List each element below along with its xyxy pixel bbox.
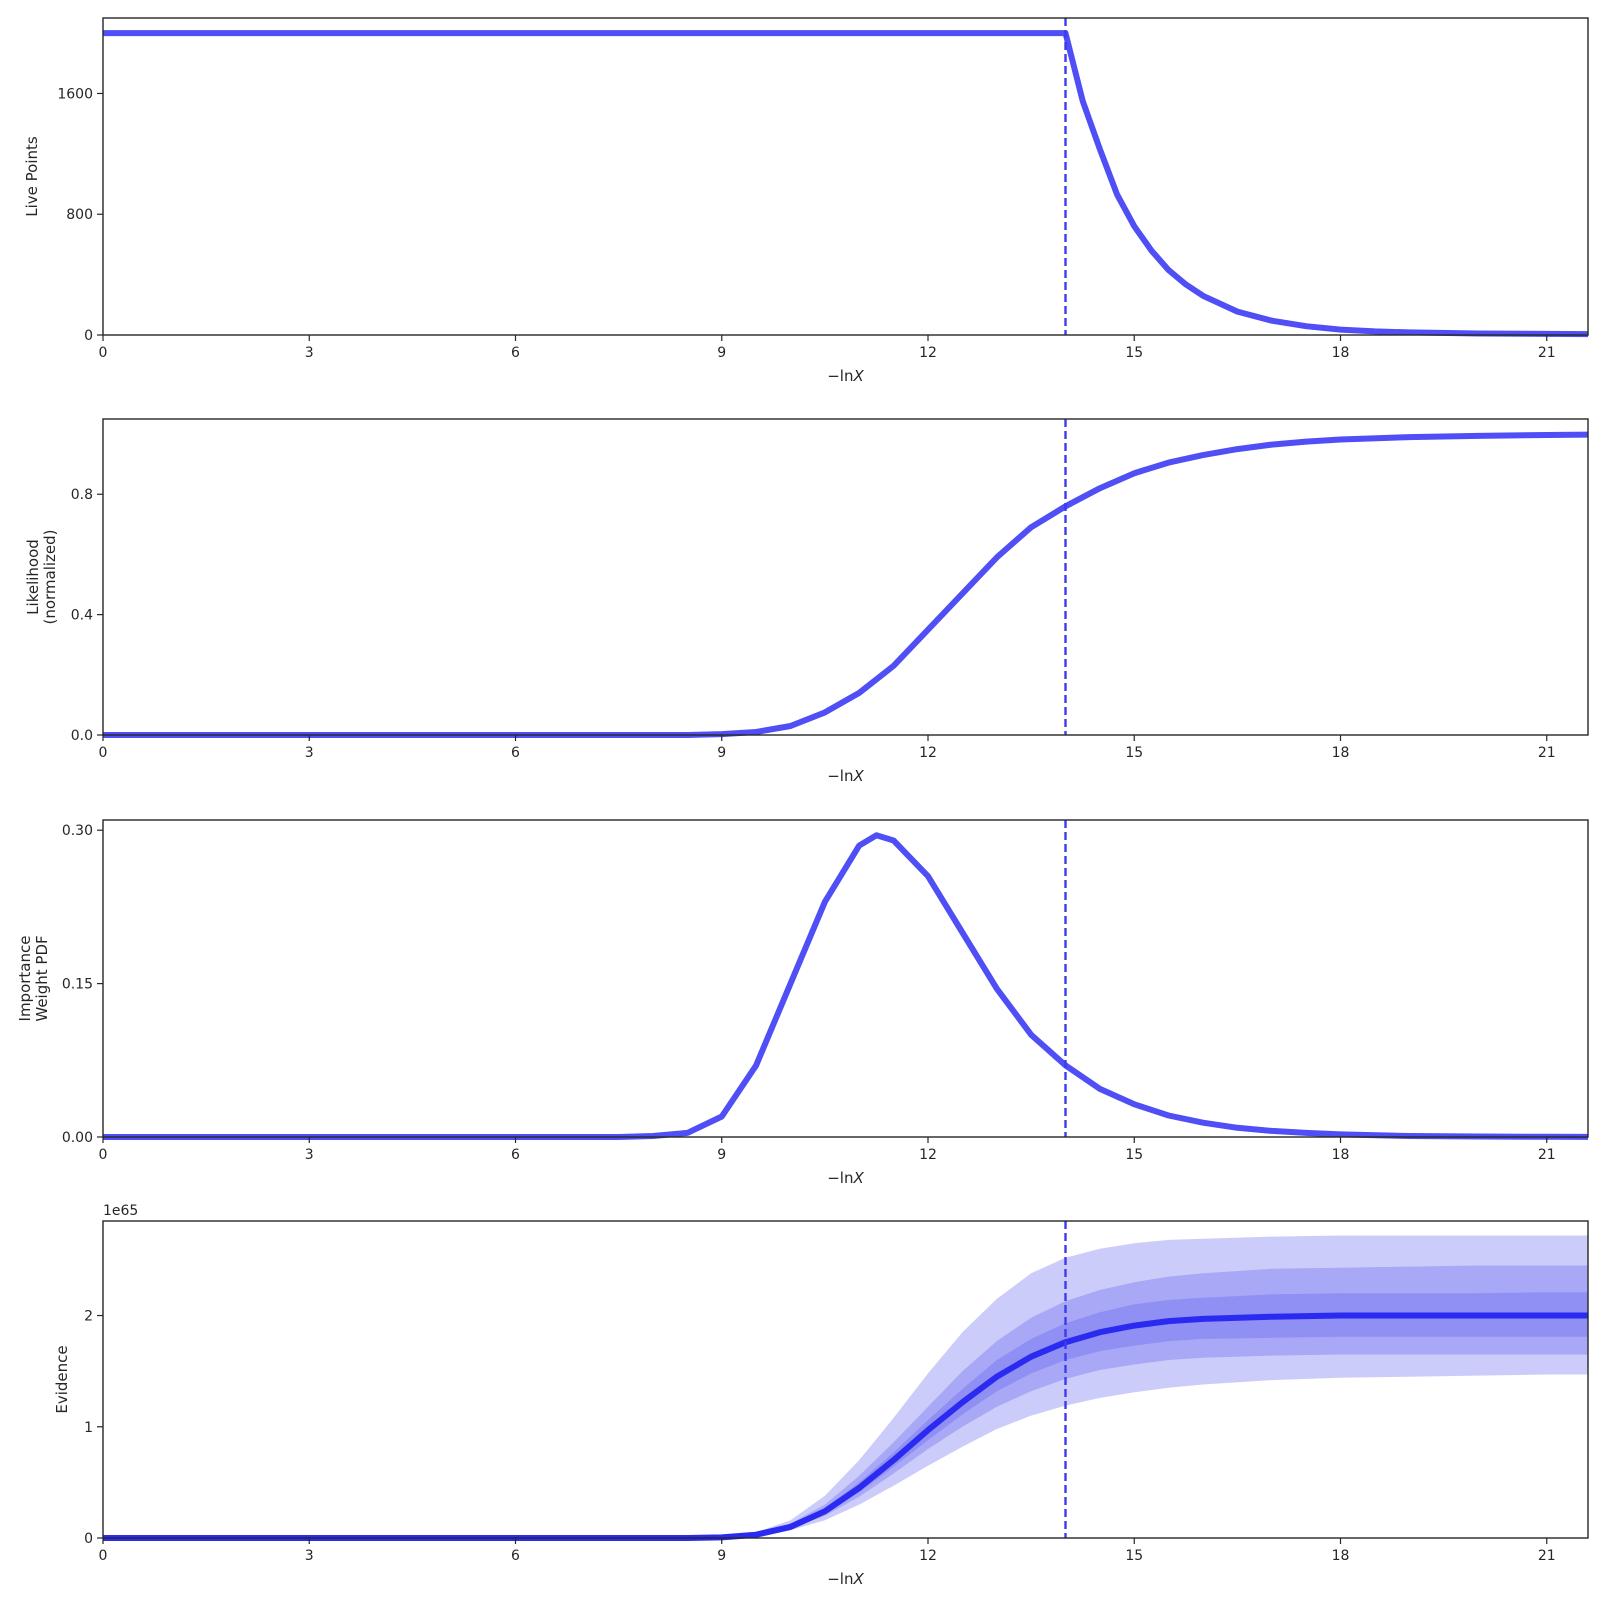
x-tick-label: 6 [511, 345, 520, 361]
axes-frame [102, 819, 1589, 1138]
y-tick-label: 0.30 [62, 823, 93, 839]
series-line-1 [103, 30, 1589, 338]
x-tick-label: 9 [717, 745, 726, 761]
x-tick-label: 9 [717, 345, 726, 361]
y-axis-label: Likelihood(normalized) [24, 529, 59, 624]
axes-frame [102, 1220, 1589, 1539]
x-axis-label: −lnX [827, 1169, 864, 1187]
x-tick-label: 21 [1538, 1147, 1556, 1163]
x-tick-label: 3 [305, 1147, 314, 1163]
x-tick-label: 12 [919, 345, 937, 361]
x-tick-label: 21 [1538, 745, 1556, 761]
y-axis-label: ImportanceWeight PDF [16, 935, 51, 1021]
x-tick-label: 3 [305, 745, 314, 761]
y-tick-label: 0 [84, 1531, 93, 1547]
x-tick-label: 0 [99, 345, 108, 361]
x-axis-label: −lnX [827, 767, 864, 785]
series-line-1 [103, 431, 1589, 738]
x-tick-label: 15 [1125, 345, 1143, 361]
x-tick-label: 0 [99, 1147, 108, 1163]
y-tick-label: 2 [84, 1309, 93, 1325]
x-tick-label: 12 [919, 745, 937, 761]
x-tick-label: 3 [305, 345, 314, 361]
x-tick-label: 9 [717, 1548, 726, 1564]
x-tick-label: 18 [1332, 1147, 1350, 1163]
x-axis-label: −lnX [827, 367, 864, 385]
x-tick-label: 6 [511, 745, 520, 761]
y-tick-label: 0.4 [71, 608, 93, 624]
x-tick-label: 21 [1538, 1548, 1556, 1564]
y-tick-label: 0.00 [62, 1130, 93, 1146]
y-axis-label: Live Points [23, 136, 41, 217]
x-tick-label: 15 [1125, 1548, 1143, 1564]
y-tick-label: 0.8 [71, 487, 93, 503]
x-tick-label: 3 [305, 1548, 314, 1564]
y-axis-label: Evidence [53, 1345, 71, 1413]
x-tick-label: 9 [717, 1147, 726, 1163]
series-line-1 [103, 1312, 1588, 1541]
x-tick-label: 18 [1332, 745, 1350, 761]
y-tick-label: 1 [84, 1420, 93, 1436]
x-tick-label: 6 [511, 1147, 520, 1163]
x-tick-label: 15 [1125, 745, 1143, 761]
axes-frame [102, 418, 1589, 736]
panel-1: 0 3 6 9 12 15 18 21 0 800 1600 −lnX Live Points [23, 17, 1589, 385]
panel-2: 0 3 6 9 12 15 18 21 0.0 0.4 0.8 −lnX Likelihood(norm… [24, 418, 1589, 785]
x-tick-label: 12 [919, 1548, 937, 1564]
panel-3: 0 3 6 9 12 15 18 21 0.00 0.15 0.30 −lnX ImportanceWe… [16, 819, 1589, 1187]
y-tick-label: 0.15 [62, 977, 93, 993]
x-tick-label: 0 [99, 1548, 108, 1564]
series-line-1 [103, 832, 1589, 1140]
x-axis-label: −lnX [827, 1570, 864, 1588]
evidence-band-1 [103, 1235, 1588, 1538]
x-tick-label: 6 [511, 1548, 520, 1564]
axes-frame [102, 17, 1589, 336]
y-tick-label: 0.0 [71, 728, 93, 744]
x-tick-label: 0 [99, 745, 108, 761]
x-tick-label: 21 [1538, 345, 1556, 361]
y-tick-label: 1600 [57, 86, 93, 102]
y-tick-label: 800 [66, 207, 93, 223]
evidence-band-2 [103, 1265, 1588, 1538]
x-tick-label: 15 [1125, 1147, 1143, 1163]
x-tick-label: 18 [1332, 345, 1350, 361]
x-tick-label: 18 [1332, 1548, 1350, 1564]
y-tick-label: 0 [84, 328, 93, 344]
x-tick-label: 12 [919, 1147, 937, 1163]
y-offset-label: 1e65 [103, 1203, 138, 1219]
